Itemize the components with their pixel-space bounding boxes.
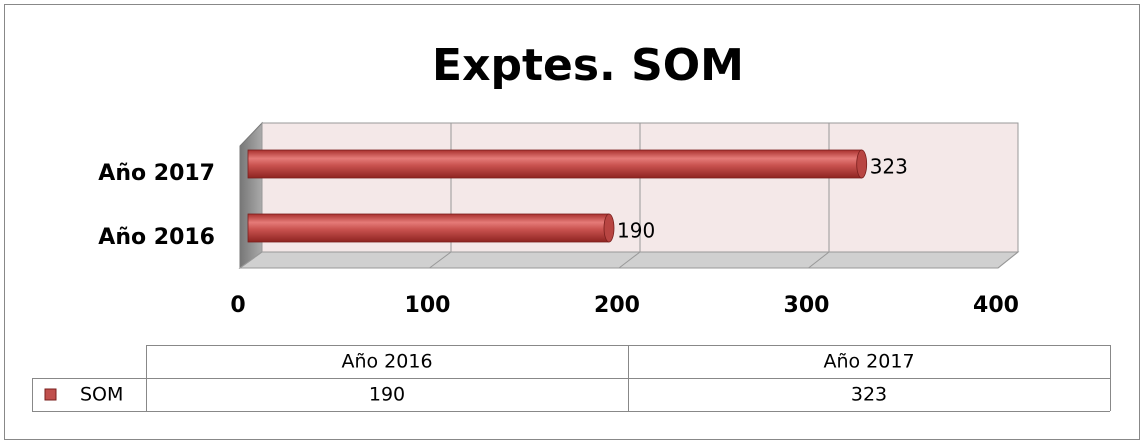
x-tick-label: 200 [594, 293, 640, 318]
bar [247, 213, 610, 243]
bar [247, 149, 863, 179]
grid-line-floor [429, 251, 452, 269]
x-tick-label: 100 [405, 293, 451, 318]
x-tick-label: 400 [973, 293, 1019, 318]
grid-line-floor [239, 251, 263, 269]
table-header: Año 2016 [341, 351, 432, 373]
grid-line-floor [618, 251, 641, 269]
side-wall [239, 121, 263, 269]
x-tick-label: 0 [230, 293, 245, 318]
y-tick-label: Año 2017 [98, 161, 215, 186]
table-value: 323 [851, 384, 887, 406]
data-label: 190 [617, 219, 655, 243]
grid-line-floor [997, 251, 1019, 269]
table-value: 190 [369, 384, 405, 406]
bar-cap [856, 149, 868, 179]
y-tick-label: Año 2016 [98, 225, 215, 250]
table-header: Año 2017 [823, 351, 914, 373]
bar-cap [603, 213, 615, 243]
legend-label: SOM [80, 384, 123, 406]
data-label: 323 [870, 155, 908, 179]
data-table [32, 345, 1111, 412]
legend-key [44, 388, 57, 401]
grid-line-floor [808, 251, 830, 269]
chart-title: Exptes. SOM [432, 40, 744, 91]
x-tick-label: 300 [784, 293, 830, 318]
